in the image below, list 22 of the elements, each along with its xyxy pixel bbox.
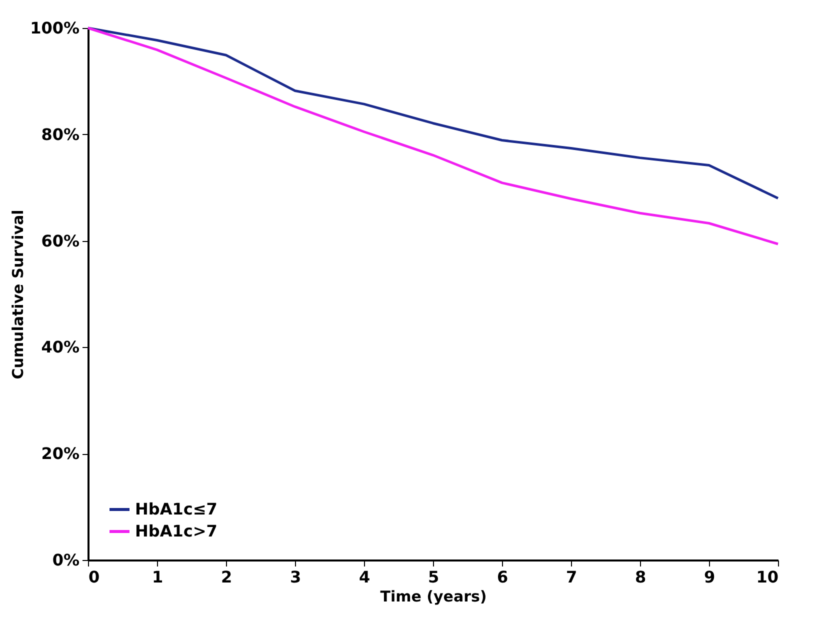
- y-tick-label: 100%: [30, 18, 80, 38]
- x-tick-label: 8: [634, 568, 646, 586]
- x-tick-label: 4: [358, 568, 370, 586]
- x-tick-label: 5: [428, 568, 440, 586]
- x-tick-label: 9: [704, 568, 716, 586]
- y-tick-label: 80%: [41, 124, 80, 144]
- line-series: [86, 26, 780, 246]
- legend-label: HbA1c>7: [135, 522, 218, 540]
- x-tick-label: 0: [88, 568, 100, 586]
- x-tick-label: 10: [756, 568, 778, 586]
- x-tick-label: 2: [220, 568, 232, 586]
- y-tick-label: 40%: [41, 338, 80, 357]
- x-tick-label: 6: [496, 568, 508, 586]
- x-tick-label: 7: [566, 568, 578, 586]
- y-tick-label: 60%: [41, 231, 80, 250]
- x-axis-title: Time (years): [380, 588, 487, 606]
- y-axis-title: Cumulative Survival: [9, 210, 28, 380]
- x-tick-label: 3: [290, 568, 302, 586]
- legend-label: HbA1c≤7: [135, 500, 218, 518]
- x-tick-label: 1: [152, 568, 164, 586]
- y-tick-label: 0%: [52, 550, 80, 570]
- y-tick-label: 20%: [41, 444, 80, 464]
